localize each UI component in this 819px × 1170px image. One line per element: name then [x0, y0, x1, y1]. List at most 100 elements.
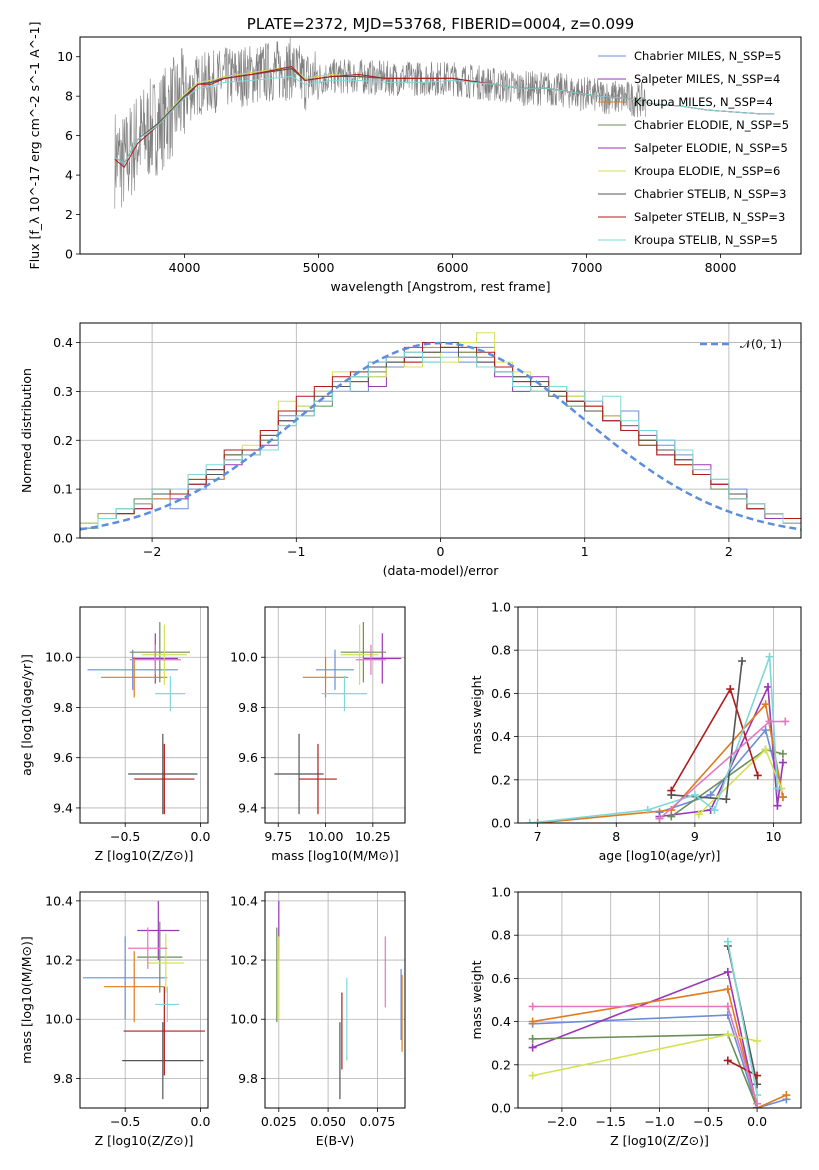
- panel-weight_vs_age: 7 8 9 10 0.0 0.2 0.4 0.6 0.8 1.0 age [log10(age/yr…: [469, 600, 802, 863]
- weight-marker: [723, 937, 732, 946]
- weight-marker: [667, 786, 676, 795]
- y-tick-label: 8: [65, 89, 73, 104]
- y-tick-label: 9.4: [53, 800, 73, 815]
- legend-label: Chabrier MILES, N_SSP=5: [634, 49, 781, 63]
- y-tick-label: 9.8: [53, 700, 73, 715]
- x-tick-label: 7000: [571, 260, 603, 275]
- weight-line-6: [670, 687, 759, 792]
- errorbar-point-8: [355, 644, 387, 675]
- legend-label: Salpeter MILES, N_SSP=4: [634, 72, 780, 86]
- weight-marker: [726, 685, 735, 694]
- legend-label: 𝒩(0, 1): [740, 337, 782, 351]
- weight-line-3: [532, 1033, 758, 1108]
- errorbar-point-2: [104, 951, 165, 1023]
- errorbar-point-5: [274, 733, 324, 815]
- weight-marker: [753, 1071, 762, 1080]
- y-tick-label: 10.4: [230, 893, 258, 908]
- y-tick-label: 0.2: [491, 772, 511, 787]
- x-tick-label: −2.0: [547, 1114, 577, 1129]
- x-tick-label: 8000: [705, 260, 737, 275]
- y-tick-label: 10.0: [45, 1012, 73, 1027]
- errorbar-point-2: [101, 657, 168, 698]
- legend-label: Kroupa STELIB, N_SSP=5: [634, 233, 778, 247]
- y-tick-label: 0: [65, 247, 73, 262]
- errorbar-point-4: [340, 624, 379, 685]
- x-axis-label: (data-model)/error: [383, 563, 500, 578]
- y-axis-label: mass [log10(M/M⊙)]: [19, 936, 34, 1064]
- x-tick-label: −1.5: [596, 1114, 626, 1129]
- x-tick-label: −1: [287, 544, 305, 559]
- y-axis-label: age [log10(age/yr)]: [19, 654, 34, 776]
- weight-marker: [710, 806, 719, 815]
- legend-label: Chabrier STELIB, N_SSP=3: [634, 187, 786, 201]
- weight-line-4: [532, 1033, 758, 1077]
- y-tick-label: 0.0: [491, 1101, 511, 1116]
- x-tick-label: 5000: [303, 260, 335, 275]
- plot-area: [87, 622, 198, 815]
- y-tick-label: 0.1: [53, 482, 73, 497]
- y-tick-label: 0.0: [53, 531, 73, 546]
- panel-age_vs_Z: −0.5 0.0 9.4 9.6 9.8 10.0 Z [log10(Z/Z⊙)] age […: [19, 606, 211, 863]
- weight-marker: [738, 657, 747, 665]
- x-tick-label: 0.0: [191, 829, 211, 844]
- y-axis-label: mass weight: [469, 675, 484, 754]
- y-tick-label: 10.2: [45, 953, 73, 968]
- weight-marker: [723, 1002, 732, 1011]
- x-tick-label: 9: [691, 829, 699, 844]
- errorbar-point-5: [122, 1022, 204, 1100]
- y-axis-label: Flux [f_λ 10^-17 erg cm^-2 s^-1 A^-1]: [27, 22, 42, 270]
- axes-frame: [79, 36, 802, 255]
- axes-frame: [264, 606, 406, 824]
- y-tick-label: 9.6: [238, 750, 258, 765]
- weight-marker: [723, 985, 732, 994]
- y-tick-label: 9.8: [238, 700, 258, 715]
- weight-marker: [690, 790, 699, 799]
- errorbar-point-3: [137, 921, 183, 993]
- weight-marker: [773, 801, 782, 810]
- y-tick-label: 10.4: [45, 893, 73, 908]
- errorbar-point-8: [128, 927, 168, 969]
- x-axis-label: wavelength [Angstrom, rest frame]: [330, 279, 550, 294]
- axes-frame: [264, 891, 406, 1109]
- x-tick-label: 8: [612, 829, 620, 844]
- weight-marker: [528, 1034, 537, 1043]
- y-tick-label: 6: [65, 128, 73, 143]
- y-tick-label: 0.2: [491, 1057, 511, 1072]
- y-tick-label: 0.8: [491, 928, 511, 943]
- x-tick-label: 1: [581, 544, 589, 559]
- weight-marker: [723, 1056, 732, 1065]
- y-tick-label: 9.8: [53, 1071, 73, 1086]
- weight-line-0: [532, 1014, 787, 1108]
- weight-marker: [723, 967, 732, 976]
- errorbar-point-7: [155, 676, 186, 712]
- errorbar-point-6: [134, 743, 195, 815]
- panel-age_vs_mass: 9.75 10.00 10.25 9.4 9.6 9.8 10.0 mass [log10(M…: [230, 606, 406, 863]
- x-tick-label: −0.5: [110, 1114, 140, 1129]
- y-tick-label: 0.4: [491, 1014, 511, 1029]
- y-tick-label: 0.0: [491, 816, 511, 831]
- observed-spectrum: [114, 37, 646, 209]
- weight-marker: [778, 749, 787, 758]
- weight-marker: [753, 1099, 762, 1108]
- y-tick-label: 0.6: [491, 686, 511, 701]
- errorbar-point-3: [340, 622, 387, 683]
- y-tick-label: 10: [57, 49, 73, 64]
- y-tick-label: 9.6: [53, 750, 73, 765]
- y-tick-label: 0.8: [491, 643, 511, 658]
- errorbar-point-1: [137, 900, 180, 961]
- weight-marker: [765, 717, 774, 726]
- y-tick-label: 10.0: [45, 650, 73, 665]
- weight-line-1: [532, 970, 758, 1108]
- weight-marker: [773, 784, 782, 793]
- x-tick-label: 2: [725, 544, 733, 559]
- weight-marker: [694, 810, 703, 819]
- panel-mass_vs_Z: −0.5 0.0 9.8 10.0 10.2 10.4 Z [log10(Z/Z⊙)] mas…: [19, 891, 210, 1148]
- errorbar-point-6: [299, 743, 337, 815]
- plot-area: [83, 900, 205, 1100]
- weight-marker: [528, 1017, 537, 1026]
- y-tick-label: 0.4: [491, 729, 511, 744]
- y-axis-label: mass weight: [469, 960, 484, 1039]
- panel-spectrum: Chabrier MILES, N_SSP=5 Salpeter MILES, N…: [27, 15, 802, 294]
- x-tick-label: 0.025: [261, 1114, 297, 1129]
